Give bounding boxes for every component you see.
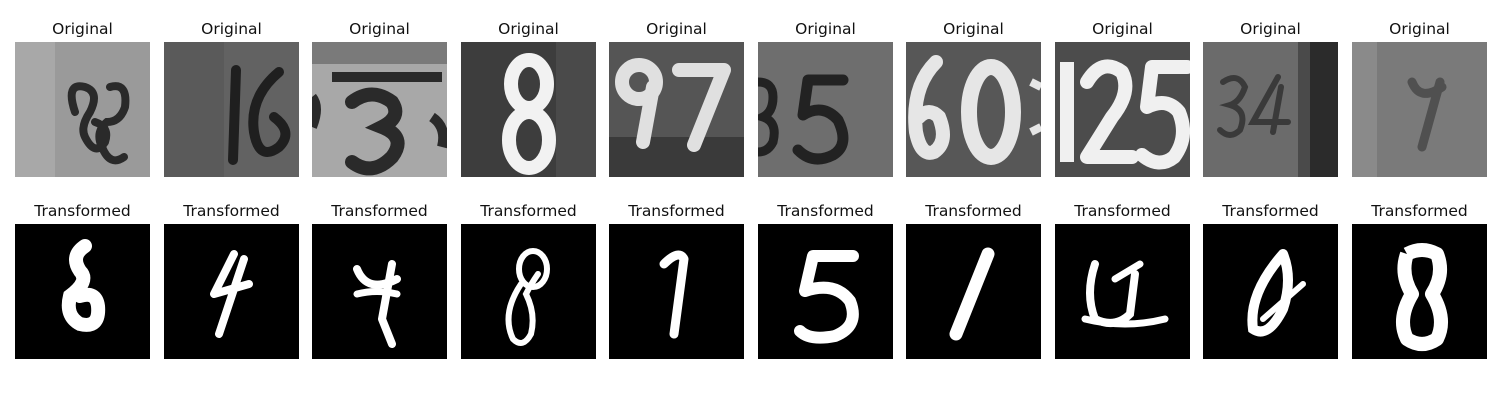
transformed-title: Transformed — [34, 202, 131, 220]
original-image-5-svg — [609, 42, 744, 177]
transformed-title: Transformed — [1371, 202, 1468, 220]
original-image-9-svg — [1203, 42, 1338, 177]
transformed-image-9-svg — [1203, 224, 1338, 359]
original-title: Original — [1389, 20, 1450, 38]
original-image-5 — [609, 42, 744, 177]
original-title: Original — [201, 20, 262, 38]
original-title: Original — [943, 20, 1004, 38]
original-image-6-svg — [758, 42, 893, 177]
transformed-image-6 — [758, 224, 893, 359]
original-image-7-svg — [906, 42, 1041, 177]
original-image-9 — [1203, 42, 1338, 177]
transformed-image-8 — [1055, 224, 1190, 359]
transformed-image-10 — [1352, 224, 1487, 359]
transformed-title: Transformed — [331, 202, 428, 220]
transformed-image-1-svg — [15, 224, 150, 359]
original-image-10 — [1352, 42, 1487, 177]
original-title: Original — [498, 20, 559, 38]
original-title: Original — [52, 20, 113, 38]
transformed-image-3-svg — [312, 224, 447, 359]
original-title: Original — [795, 20, 856, 38]
transformed-image-2-svg — [164, 224, 299, 359]
transformed-image-7-svg — [906, 224, 1041, 359]
original-title: Original — [1092, 20, 1153, 38]
original-image-2-svg — [164, 42, 299, 177]
transformed-image-8-svg — [1055, 224, 1190, 359]
transformed-image-4-svg — [461, 224, 596, 359]
original-image-8-svg — [1055, 42, 1190, 177]
original-image-10-svg — [1352, 42, 1487, 177]
original-image-3-svg — [312, 42, 447, 177]
transformed-image-7 — [906, 224, 1041, 359]
transformed-image-6-svg — [758, 224, 893, 359]
original-image-3 — [312, 42, 447, 177]
original-image-7 — [906, 42, 1041, 177]
original-title: Original — [646, 20, 707, 38]
transformed-image-10-svg — [1352, 224, 1487, 359]
transformed-image-3 — [312, 224, 447, 359]
transformed-image-5 — [609, 224, 744, 359]
transformed-title: Transformed — [1222, 202, 1319, 220]
original-image-2 — [164, 42, 299, 177]
transformed-image-4 — [461, 224, 596, 359]
transformed-title: Transformed — [628, 202, 725, 220]
original-image-4-svg — [461, 42, 596, 177]
transformed-title: Transformed — [1074, 202, 1171, 220]
transformed-title: Transformed — [777, 202, 874, 220]
original-image-4 — [461, 42, 596, 177]
original-title: Original — [349, 20, 410, 38]
original-image-8 — [1055, 42, 1190, 177]
transformed-title: Transformed — [925, 202, 1022, 220]
transformed-title: Transformed — [183, 202, 280, 220]
transformed-image-5-svg — [609, 224, 744, 359]
transformed-title: Transformed — [480, 202, 577, 220]
original-image-6 — [758, 42, 893, 177]
transformed-image-9 — [1203, 224, 1338, 359]
original-title: Original — [1240, 20, 1301, 38]
original-image-1-svg — [15, 42, 150, 177]
transformed-image-1 — [15, 224, 150, 359]
original-image-1 — [15, 42, 150, 177]
transformed-image-2 — [164, 224, 299, 359]
